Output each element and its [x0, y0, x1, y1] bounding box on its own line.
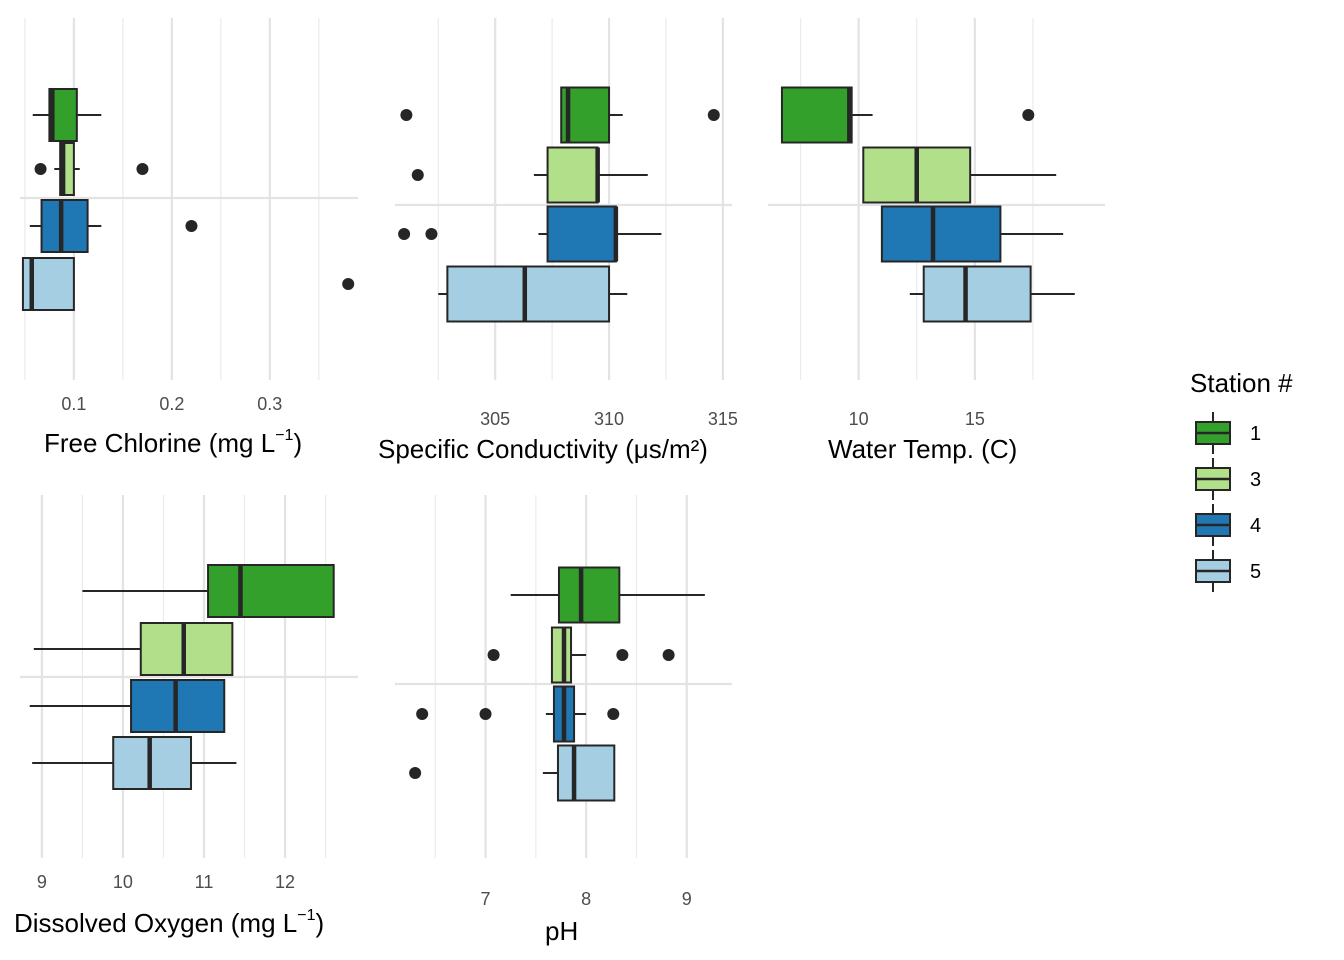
outlier-point — [607, 708, 620, 720]
box-station-5 — [438, 265, 628, 323]
box-station-5 — [409, 744, 616, 802]
panel-4: 9 10 11 12 Dissolved Oxygen (mg L−1) — [14, 495, 358, 938]
box-iqr — [40, 199, 89, 253]
axis-title-superscript: −1 — [297, 907, 315, 924]
axis-title: Water Temp. (C) — [828, 434, 1017, 464]
axis-title: pH — [545, 916, 578, 946]
box-station-1 — [32, 88, 102, 142]
outlier-point — [416, 708, 429, 720]
box-iqr — [550, 626, 573, 684]
tick-label: 0.1 — [61, 394, 86, 414]
box-iqr — [546, 146, 599, 204]
legend-key-station-1: 1 — [1195, 412, 1261, 454]
tick-label: 8 — [581, 889, 591, 909]
legend-label: 5 — [1250, 561, 1261, 583]
tick-label: 310 — [594, 409, 624, 429]
axis-title: Dissolved Oxygen (mg L−1) — [14, 907, 324, 938]
box-station-4 — [880, 205, 1064, 263]
box-station-3 — [33, 622, 234, 676]
legend-key-station-3: 3 — [1195, 458, 1261, 500]
box-station-1 — [400, 86, 720, 144]
panel-5: 7 8 9 pH — [395, 495, 732, 946]
box-iqr — [922, 265, 1032, 323]
tick-label: 12 — [275, 872, 295, 892]
axis-title-tail: ) — [293, 428, 302, 458]
panel-3: 10 15 Water Temp. (C) — [768, 18, 1105, 464]
legend-key-station-4: 4 — [1195, 504, 1261, 546]
outlier-point — [185, 220, 198, 232]
box-iqr — [446, 265, 611, 323]
outlier-point — [1022, 109, 1035, 121]
box-station-3 — [487, 626, 675, 684]
tick-label: 0.2 — [159, 394, 184, 414]
legend: Station # 1 3 4 5 — [1190, 368, 1293, 592]
box-station-4 — [29, 679, 226, 733]
tick-label: 9 — [37, 872, 47, 892]
outlier-point — [398, 228, 411, 240]
tick-label: 11 — [195, 872, 214, 892]
box-station-5 — [21, 257, 355, 311]
box-iqr — [880, 205, 1002, 263]
legend-label: 3 — [1250, 469, 1261, 491]
box-station-1 — [780, 86, 1035, 144]
box-station-3 — [411, 146, 648, 204]
panel-1: 0.1 0.2 0.3 Free Chlorine (mg L−1) — [20, 18, 358, 458]
tick-label: 10 — [849, 409, 869, 429]
box-station-3 — [34, 142, 149, 196]
outlier-point — [411, 169, 424, 181]
box-station-5 — [909, 265, 1075, 323]
outlier-point — [616, 649, 629, 661]
box-iqr — [557, 566, 621, 624]
box-station-4 — [416, 685, 620, 743]
outlier-point — [479, 708, 492, 720]
legend-key-station-5: 5 — [1195, 550, 1261, 592]
outlier-point — [662, 649, 675, 661]
outlier-point — [707, 109, 720, 121]
box-iqr — [112, 736, 193, 790]
legend-label: 1 — [1250, 423, 1261, 445]
box-station-1 — [510, 566, 705, 624]
box-station-5 — [32, 736, 237, 790]
outlier-point — [136, 163, 149, 175]
outlier-point — [487, 649, 500, 661]
box-station-4 — [29, 199, 198, 253]
box-iqr — [556, 744, 616, 802]
tick-label: 315 — [708, 409, 738, 429]
outlier-point — [342, 278, 355, 290]
outlier-point — [400, 109, 413, 121]
box-iqr — [546, 205, 617, 263]
legend-label: 4 — [1250, 515, 1261, 537]
axis-title: Specific Conductivity (μs/m²) — [378, 434, 708, 464]
tick-label: 7 — [481, 889, 491, 909]
tick-label: 15 — [965, 409, 985, 429]
box-station-4 — [398, 205, 662, 263]
axis-title: Free Chlorine (mg L−1) — [44, 427, 302, 458]
outlier-point — [425, 228, 438, 240]
legend-title: Station # — [1190, 368, 1293, 398]
tick-label: 10 — [113, 872, 133, 892]
tick-label: 305 — [480, 409, 510, 429]
axis-title-tail: ) — [315, 908, 324, 938]
outlier-point — [34, 163, 47, 175]
axis-title-superscript: −1 — [275, 427, 293, 444]
box-iqr — [780, 86, 853, 144]
tick-label: 9 — [682, 889, 692, 909]
box-iqr — [207, 564, 335, 618]
box-iqr — [139, 622, 234, 676]
box-station-3 — [862, 146, 1057, 204]
tick-label: 0.3 — [257, 394, 282, 414]
box-station-1 — [82, 564, 335, 618]
outlier-point — [409, 767, 422, 779]
